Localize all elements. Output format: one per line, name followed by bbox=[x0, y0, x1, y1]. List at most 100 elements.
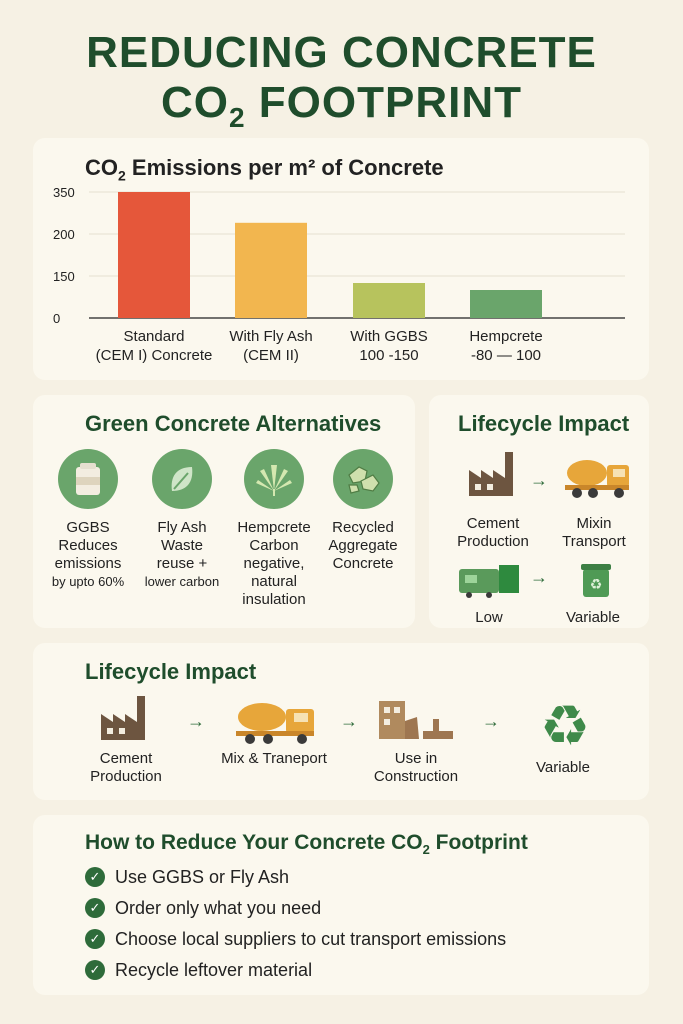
check-icon: ✓ bbox=[85, 960, 105, 980]
mixer-truck-icon bbox=[236, 703, 314, 744]
title-sub: 2 bbox=[228, 101, 246, 133]
alternatives-title: Green Concrete Alternatives bbox=[85, 411, 382, 436]
machine-icon bbox=[459, 565, 519, 598]
step-label-line: Use in bbox=[394, 750, 438, 767]
alt-desc: insulation bbox=[242, 591, 306, 608]
lifecycle-wide-card: Lifecycle Impact → → → ♻ Cement Producti… bbox=[33, 643, 649, 800]
arrow-icon: → bbox=[530, 567, 548, 587]
alt-desc: reuse + bbox=[156, 555, 208, 572]
arrow-icon: → bbox=[482, 711, 500, 731]
alt-ggbs: GGBS Reduces emissions by upto 60% bbox=[42, 449, 134, 591]
construction-icon bbox=[379, 701, 453, 739]
check-icon: ✓ bbox=[85, 867, 105, 887]
step-label-line: Cement bbox=[99, 750, 153, 767]
emissions-chart-card: CO2 Emissions per m² of Concrete 350 200 1… bbox=[33, 138, 649, 380]
lifecycle-small-title: Lifecycle Impact bbox=[458, 411, 630, 436]
y-tick-label: 200 bbox=[53, 227, 75, 242]
check-icon: ✓ bbox=[85, 929, 105, 949]
alt-desc: Reduces bbox=[58, 537, 118, 554]
mixing-label-line: Transport bbox=[562, 533, 626, 550]
tips-title-sub: 2 bbox=[422, 842, 430, 858]
x-tick-label: 100 -150 bbox=[359, 347, 418, 364]
check-icon: ✓ bbox=[85, 898, 105, 918]
bar bbox=[118, 192, 190, 318]
alt-desc: Carbon bbox=[249, 537, 299, 554]
leaf-icon bbox=[152, 449, 212, 509]
x-tick-label: (CEM II) bbox=[243, 347, 299, 364]
tips-card: How to Reduce Your Concrete CO2 Footprin… bbox=[33, 815, 649, 995]
alt-name: Fly Ash bbox=[157, 519, 207, 536]
x-tick-label: Standard bbox=[124, 328, 185, 345]
bag-icon bbox=[58, 449, 118, 509]
recycle-bin-icon: ♻ bbox=[581, 564, 611, 597]
tips-title: How to Reduce Your Concrete CO2 Footprin… bbox=[85, 831, 528, 857]
alt-desc: negative, bbox=[243, 555, 305, 572]
step-label-line: Variable bbox=[536, 759, 590, 776]
page-title: REDUCING CONCRETE CO2 FOOTPRINT bbox=[0, 28, 683, 143]
y-tick-label: 350 bbox=[53, 185, 75, 200]
lifecycle-small-card: Lifecycle Impact → Cement Production Mix… bbox=[429, 395, 649, 628]
tip-text: Recycle leftover material bbox=[115, 959, 313, 980]
chart-title-rest: Emissions per m² of Concrete bbox=[125, 155, 444, 180]
y-tick-label: 150 bbox=[53, 269, 75, 284]
alt-desc: natural bbox=[251, 573, 297, 590]
chart-title: CO2 Emissions per m² of Concrete bbox=[85, 155, 444, 183]
low-label: Low bbox=[475, 609, 503, 626]
title-co: CO bbox=[160, 78, 229, 127]
alt-desc: Aggregate bbox=[328, 537, 398, 554]
x-tick-label: -80 — 100 bbox=[471, 347, 541, 364]
alt-desc: lower carbon bbox=[144, 574, 220, 589]
x-tick-label: With GGBS bbox=[350, 328, 428, 345]
bar bbox=[470, 290, 542, 318]
alt-name: Recycled bbox=[332, 519, 394, 536]
alt-name: Hempcrete bbox=[237, 519, 311, 536]
step-cement: Cement Production bbox=[71, 750, 181, 786]
mixer-truck-icon bbox=[565, 460, 629, 498]
lifecycle-wide-title: Lifecycle Impact bbox=[85, 659, 257, 684]
alt-desc: Concrete bbox=[332, 555, 394, 572]
arrow-icon: → bbox=[187, 711, 205, 731]
tip-text: Use GGBS or Fly Ash bbox=[115, 866, 290, 887]
title-footprint: FOOTPRINT bbox=[245, 78, 522, 127]
alt-desc: emissions bbox=[54, 555, 122, 572]
mixing-label: Mixin Transport bbox=[549, 515, 639, 551]
alt-hempcrete: Hempcrete Carbon negative, natural insul… bbox=[228, 449, 320, 609]
x-tick-label: With Fly Ash bbox=[229, 328, 312, 345]
alt-recycled: Recycled Aggregate Concrete bbox=[317, 449, 409, 573]
chart-title-co: CO bbox=[85, 155, 118, 180]
rocks-icon bbox=[333, 449, 393, 509]
emissions-bar-chart: 350 200 150 0 Standard (CEM I) Concrete With F… bbox=[53, 185, 625, 364]
tips-title-pre: How to Reduce Your Concrete CO bbox=[85, 831, 423, 854]
hemp-leaf-icon bbox=[244, 449, 304, 509]
step-variable: Variable bbox=[513, 759, 613, 777]
svg-text:♻: ♻ bbox=[590, 577, 603, 593]
step-mix-transport: Mix & Traneport bbox=[201, 750, 347, 768]
title-line-2: CO2 FOOTPRINT bbox=[0, 78, 683, 143]
tips-title-post: Footprint bbox=[429, 831, 528, 854]
arrow-icon: → bbox=[340, 711, 358, 731]
step-label-line: Mix & Traneport bbox=[221, 750, 327, 767]
alt-fly-ash: Fly Ash Waste reuse + lower carbon bbox=[136, 449, 228, 591]
title-line-1: REDUCING CONCRETE bbox=[86, 28, 597, 77]
tip-item: ✓ Choose local suppliers to cut transpor… bbox=[85, 928, 506, 950]
cement-label-line: Production bbox=[457, 533, 529, 550]
step-label-line: Construction bbox=[373, 768, 459, 785]
factory-icon bbox=[101, 696, 145, 740]
alt-name: GGBS bbox=[66, 519, 110, 536]
cement-label-line: Cement bbox=[466, 515, 520, 532]
chart-title-sub: 2 bbox=[118, 167, 126, 184]
y-tick-label: 0 bbox=[53, 311, 60, 326]
step-use: Use in Construction bbox=[351, 750, 481, 786]
bar bbox=[353, 283, 425, 318]
tip-item: ✓ Use GGBS or Fly Ash bbox=[85, 866, 289, 888]
x-tick-label: (CEM I) Concrete bbox=[96, 347, 213, 364]
step-label-line: Production bbox=[90, 768, 162, 785]
alt-desc: by upto 60% bbox=[51, 574, 125, 589]
tip-text: Order only what you need bbox=[115, 897, 322, 918]
alt-desc: Waste bbox=[161, 537, 203, 554]
tip-item: ✓ Recycle leftover material bbox=[85, 959, 312, 981]
factory-icon bbox=[469, 452, 513, 496]
bar bbox=[235, 222, 307, 318]
variable-label: Variable bbox=[566, 609, 620, 626]
recycle-icon: ♻ bbox=[540, 694, 590, 753]
